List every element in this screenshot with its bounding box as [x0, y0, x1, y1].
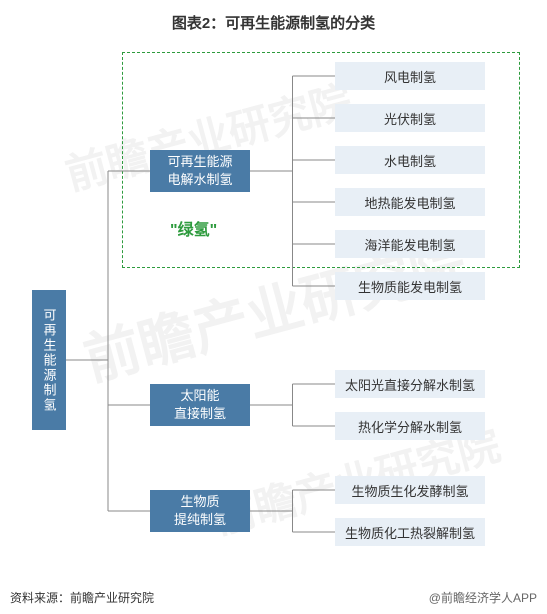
- tree-root-node: 可再生能源制氢: [32, 290, 66, 430]
- leaf-node: 热化学分解水制氢: [335, 412, 485, 440]
- app-attribution: @前瞻经济学人APP: [429, 589, 537, 606]
- leaf-node: 生物质生化发酵制氢: [335, 476, 485, 504]
- leaf-node: 地热能发电制氢: [335, 188, 485, 216]
- source-attribution: 资料来源：前瞻产业研究院: [10, 589, 154, 606]
- chart-title: 图表2：可再生能源制氢的分类: [0, 12, 547, 33]
- branch-node-electrolysis: 可再生能源电解水制氢: [150, 150, 250, 192]
- green-hydrogen-label: "绿氢": [170, 216, 217, 240]
- leaf-node: 海洋能发电制氢: [335, 230, 485, 258]
- branch-node-biomass: 生物质提纯制氢: [150, 490, 250, 532]
- leaf-node: 光伏制氢: [335, 104, 485, 132]
- leaf-node: 水电制氢: [335, 146, 485, 174]
- leaf-node: 风电制氢: [335, 62, 485, 90]
- leaf-node: 生物质能发电制氢: [335, 272, 485, 300]
- leaf-node: 生物质化工热裂解制氢: [335, 518, 485, 546]
- branch-node-solar: 太阳能直接制氢: [150, 384, 250, 426]
- leaf-node: 太阳光直接分解水制氢: [335, 370, 485, 398]
